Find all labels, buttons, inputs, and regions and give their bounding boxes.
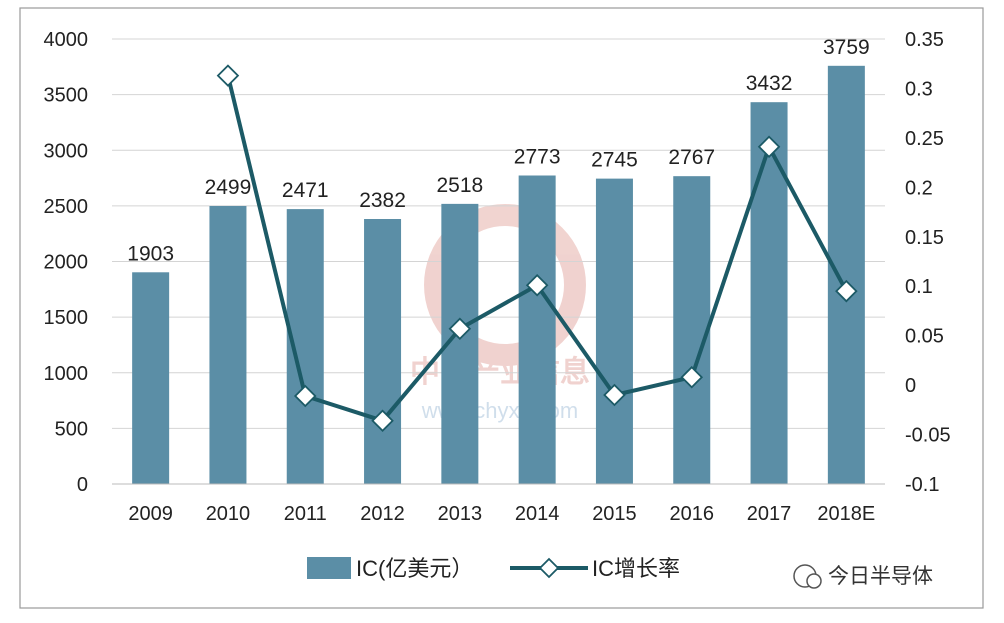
x-tick-label: 2016 [670,503,715,525]
left-tick-label: 2000 [44,252,89,274]
x-tick-label: 2018E [817,503,875,525]
legend-bar-swatch [307,557,351,579]
right-tick-label: 0 [905,375,916,397]
growth-point-2014 [525,273,549,297]
legend: IC(亿美元） IC增长率 [307,556,680,581]
x-tick-label: 2015 [592,503,637,525]
x-tick-label: 2017 [747,503,792,525]
left-tick-label: 500 [55,418,88,440]
x-tick-label: 2010 [206,503,251,525]
right-tick-label: 0.25 [905,128,944,150]
source-badge-text: 今日半导体 [828,565,933,588]
growth-point-2017 [757,135,781,159]
left-tick-label: 4000 [44,29,89,51]
bar-label-2018E: 3759 [823,36,870,59]
left-y-axis: 0 500 1000 1500 2000 2500 3000 3500 4000 [44,29,89,496]
bar-2009 [132,272,170,484]
bar-label-2011: 2471 [282,179,329,202]
right-tick-label: -0.1 [905,474,939,496]
left-tick-label: 3000 [44,140,89,162]
left-tick-label: 2500 [44,196,89,218]
x-tick-label: 2012 [360,503,405,525]
right-tick-label: -0.05 [905,425,951,447]
bar-2014 [518,175,556,484]
wechat-icon-bubble [806,573,822,589]
line-series [216,64,858,432]
growth-point-2012 [371,409,394,432]
growth-point-2010 [216,64,240,87]
chart-frame [19,7,984,609]
growth-point-2015 [603,383,626,407]
left-tick-label: 3500 [44,85,89,107]
right-tick-label: 0.35 [905,29,944,51]
left-tick-label: 0 [77,474,88,496]
bar-label-2014: 2773 [514,146,561,169]
source-badge: 今日半导体 [793,564,933,589]
x-axis: 2009 2010 2011 2012 2013 2014 2015 2016 2017 2018… [112,483,885,525]
growth-point-2018E [835,279,858,303]
x-tick-label: 2013 [438,503,483,525]
right-tick-label: 0.3 [905,78,933,100]
right-tick-label: 0.2 [905,177,933,199]
watermark-logo [424,204,586,366]
right-tick-label: 0.1 [905,276,933,298]
growth-point-2011 [293,384,317,408]
legend-bar-label: IC(亿美元） [356,556,473,581]
bar-2018E [827,65,865,484]
bar-label-2009: 1903 [127,242,174,265]
left-tick-label: 1000 [44,363,89,385]
bar-label-2015: 2745 [591,149,638,172]
right-tick-label: 0.15 [905,227,944,249]
bar-label-2017: 3432 [746,72,793,95]
bar-label-2010: 2499 [205,176,252,199]
legend-line-label: IC增长率 [592,556,680,581]
bar-2010 [209,205,247,484]
bar-2016 [673,176,711,484]
x-tick-label: 2011 [284,503,327,525]
right-tick-label: 0.05 [905,326,944,348]
bar-2017 [750,102,788,484]
right-y-axis: -0.1 -0.05 0 0.05 0.1 0.15 0.2 0.25 0.3 0.35 [905,29,951,496]
x-tick-label: 2014 [515,503,560,525]
bar-label-2013: 2518 [436,174,483,197]
x-tick-label: 2009 [128,503,173,525]
bar-2015 [595,178,633,484]
bar-label-2012: 2382 [359,189,406,212]
legend-line-marker [538,557,560,579]
bar-2012 [364,219,402,484]
bar-data-labels: 1903 2499 2471 2382 2518 2773 2745 2767 3432 3759 [127,36,869,265]
bar-label-2016: 2767 [668,146,715,169]
left-tick-label: 1500 [44,307,89,329]
growth-point-2016 [680,365,704,389]
watermark-text: 中国产业信息 [410,355,590,389]
growth-point-2013 [448,317,472,341]
